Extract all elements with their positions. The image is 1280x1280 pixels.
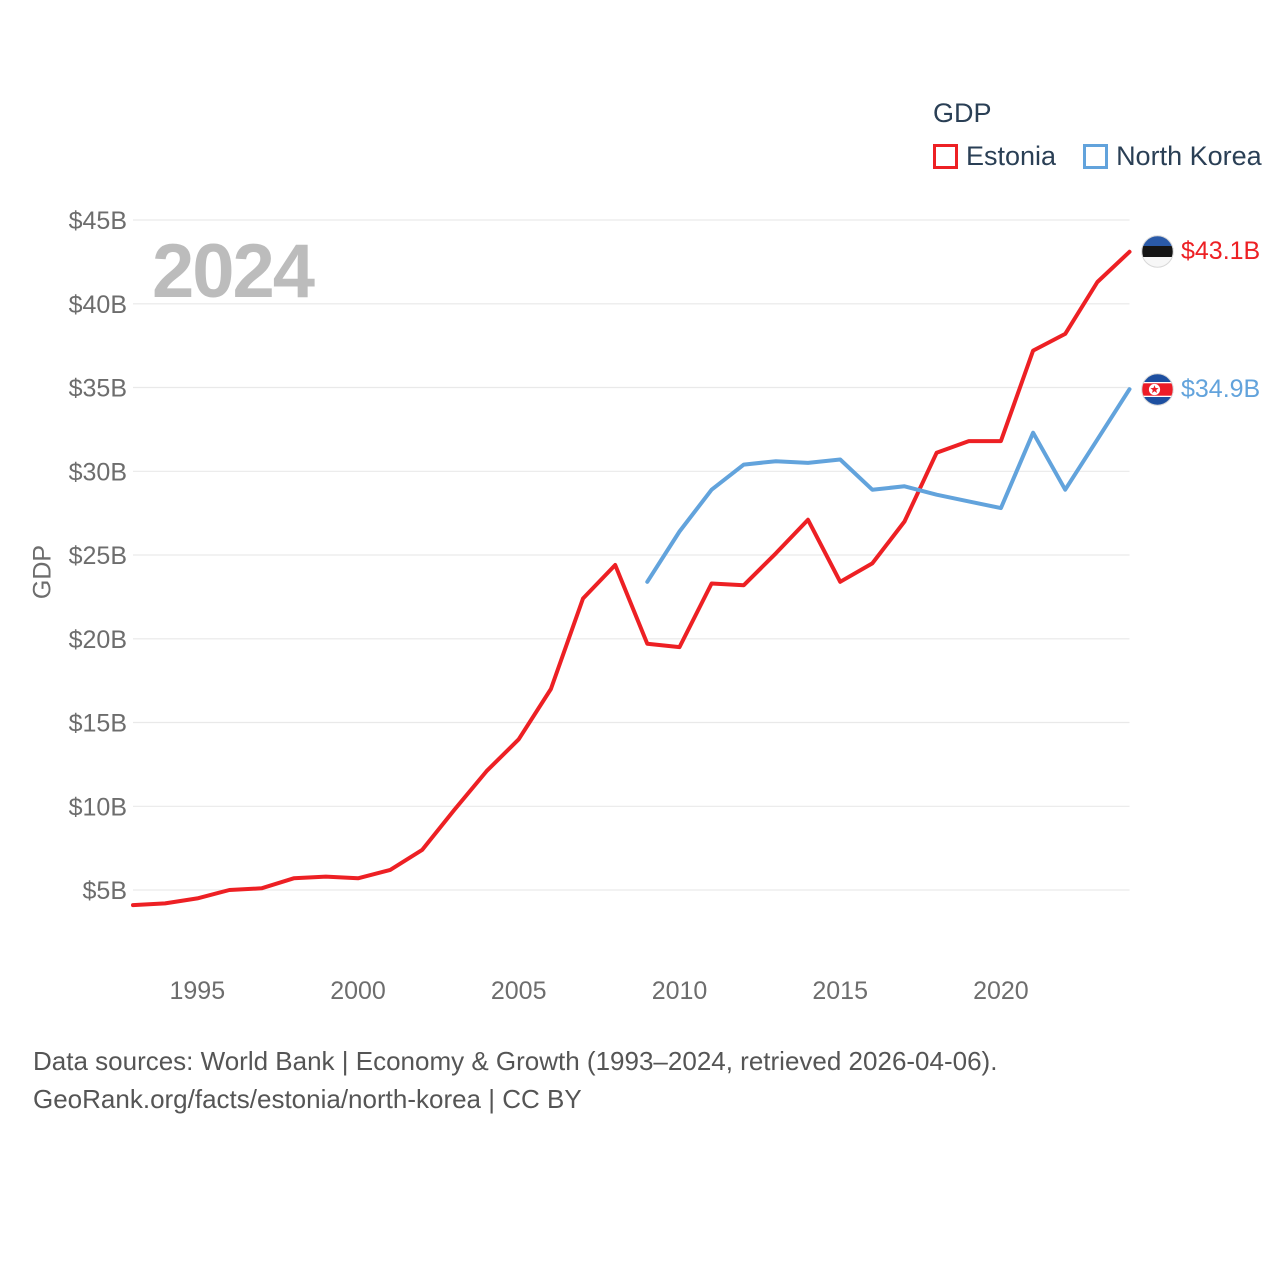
y-tick-label: $45B — [69, 207, 127, 235]
y-tick-label: $10B — [69, 793, 127, 821]
estonia-end-value: $43.1B — [1181, 237, 1261, 265]
chart-canvas: $5B $10B $15B $20B $25B $30B $35B $40B $45B 1995 2… — [69, 207, 1132, 1005]
y-tick-label: $15B — [69, 710, 127, 738]
y-axis-title: GDP — [28, 544, 57, 600]
x-tick-label: 2000 — [330, 977, 386, 1005]
x-tick-label: 1995 — [169, 977, 225, 1005]
x-tick-label: 2015 — [812, 977, 868, 1005]
north-korea-line — [645, 387, 1132, 584]
estonia-swatch-icon — [933, 144, 958, 169]
x-tick-label: 2005 — [491, 977, 547, 1005]
estonia-end-label: $43.1B — [1141, 235, 1260, 268]
legend-item-estonia[interactable]: Estonia — [933, 141, 1056, 172]
north-korea-end-label: $34.9B — [1141, 373, 1260, 406]
y-tick-label: $35B — [69, 375, 127, 403]
y-tick-label: $20B — [69, 626, 127, 654]
estonia-line — [131, 249, 1132, 908]
x-tick-label: 2020 — [973, 977, 1029, 1005]
legend-title: GDP — [933, 98, 992, 128]
x-tick-label: 2010 — [652, 977, 708, 1005]
legend-items: Estonia North Korea — [933, 141, 1262, 172]
legend-item-north-korea[interactable]: North Korea — [1083, 141, 1262, 172]
data-sources-line: Data sources: World Bank | Economy & Gro… — [33, 1046, 998, 1076]
y-tick-label: $40B — [69, 291, 127, 319]
y-tick-label: $30B — [69, 458, 127, 486]
chart-footer: Data sources: World Bank | Economy & Gro… — [33, 1042, 997, 1118]
y-tick-label: $5B — [83, 877, 127, 905]
north-korea-end-value: $34.9B — [1181, 375, 1261, 403]
y-tick-label: $25B — [69, 542, 127, 570]
north-korea-flag-icon — [1141, 373, 1174, 406]
north-korea-swatch-icon — [1083, 144, 1109, 169]
chart-legend: GDP Estonia North Korea — [933, 97, 1262, 172]
estonia-flag-icon — [1141, 235, 1174, 268]
attribution-line: GeoRank.org/facts/estonia/north-korea | … — [33, 1084, 582, 1114]
year-watermark: 2024 — [152, 229, 315, 314]
legend-label-north-korea: North Korea — [1116, 141, 1262, 171]
legend-label-estonia: Estonia — [966, 141, 1057, 171]
